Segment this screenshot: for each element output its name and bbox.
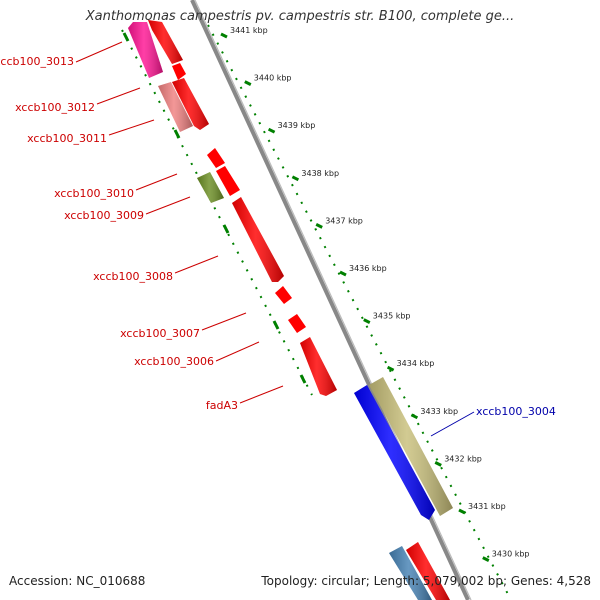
label-fadA3[interactable]: fadA3 — [206, 399, 238, 412]
kbp-tick-label: 3440 kbp — [254, 74, 292, 83]
label-xccb100-3012[interactable]: xccb100_3012 — [15, 101, 95, 114]
label-xccb100-3009[interactable]: xccb100_3009 — [64, 209, 144, 222]
gene-red-small-2[interactable] — [207, 148, 225, 168]
label-connectors — [75, 41, 475, 437]
kbp-tick-label: 3436 kbp — [349, 264, 387, 273]
kbp-tick-mark — [363, 318, 371, 324]
label-xccb100-3010[interactable]: xccb100_3010 — [54, 187, 134, 200]
gene-red-small-1[interactable] — [172, 63, 186, 80]
kbp-tick-label: 3438 kbp — [301, 169, 339, 178]
kbp-tick-mark — [458, 508, 466, 515]
kbp-tick-label: 3439 kbp — [278, 121, 316, 130]
map-title: Xanthomonas campestris pv. campestris st… — [85, 9, 515, 24]
kbp-tick-label: 3437 kbp — [325, 216, 363, 225]
kbp-tick-mark — [434, 461, 442, 467]
kbp-tick-mark — [482, 556, 490, 562]
kbp-tick-label: 3432 kbp — [444, 454, 482, 463]
kbp-tick-label: 3430 kbp — [492, 550, 530, 559]
label-xccb100-3011[interactable]: xccb100_3011 — [27, 132, 107, 145]
accession-text: Accession: NC_010688 — [9, 574, 146, 588]
genes — [128, 20, 337, 396]
topology-text: Topology: circular; Length: 5,079,002 bp… — [261, 574, 591, 588]
kbp-tick-mark — [220, 32, 228, 39]
kbp-tick-mark — [339, 270, 347, 277]
label-xccb100-3007[interactable]: xccb100_3007 — [120, 327, 200, 340]
kbp-tick-mark — [410, 413, 419, 420]
kbp-tick-mark — [244, 80, 252, 86]
label-xccb100-3006[interactable]: xccb100_3006 — [134, 355, 214, 368]
kbp-tick-mark — [291, 175, 300, 182]
kbp-tick-mark — [315, 223, 323, 229]
kbp-tick-label: 3435 kbp — [373, 312, 411, 321]
label-xccb100-3013[interactable]: xccb100_3013 — [0, 55, 74, 68]
gene-xccb100-3010[interactable] — [216, 166, 240, 196]
label-xccb100-3004[interactable]: xccb100_3004 — [476, 405, 556, 418]
kbp-tick-label: 3434 kbp — [397, 359, 435, 368]
genes-forward — [354, 377, 453, 600]
gene-forward-shading — [354, 377, 453, 600]
label-xccb100-3008[interactable]: xccb100_3008 — [93, 270, 173, 283]
kbp-tick-label: 3441 kbp — [230, 26, 268, 35]
kbp-tick-mark — [267, 127, 276, 134]
gene-labels: xccb100_3013 xccb100_3012 xccb100_3011 x… — [0, 55, 556, 418]
kbp-tick-mark — [386, 365, 395, 372]
inner-ring-ticks — [122, 32, 307, 384]
gene-shade — [128, 22, 163, 78]
kbp-tick-label: 3433 kbp — [420, 407, 458, 416]
kbp-ticks: 3441 kbp 3440 kbp 3439 kbp 3438 kbp 3437 kbp… — [220, 26, 530, 562]
gene-xccb100-3007[interactable] — [275, 286, 292, 304]
gene-shading — [148, 20, 337, 396]
gene-xccb100-3006[interactable] — [288, 314, 306, 333]
kbp-tick-label: 3431 kbp — [468, 502, 506, 511]
